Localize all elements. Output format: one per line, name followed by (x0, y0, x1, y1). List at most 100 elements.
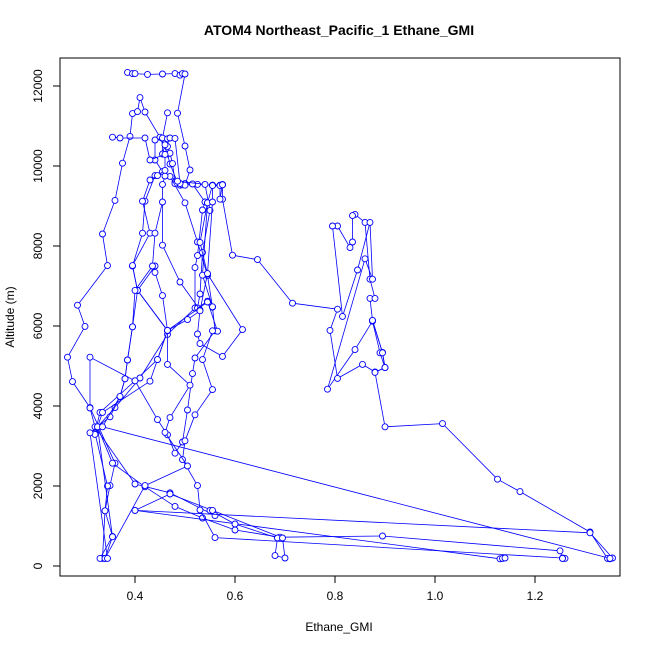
data-point (181, 437, 189, 445)
data-point (131, 506, 139, 514)
data-point (439, 420, 446, 428)
series-line-segment (139, 334, 168, 379)
data-point (129, 323, 136, 331)
series-line-segment (194, 389, 213, 416)
series-line-segment (134, 483, 171, 494)
data-point (559, 554, 566, 562)
data-point (209, 386, 216, 394)
series-line-segment (132, 233, 151, 266)
series-line-segment (214, 537, 563, 559)
data-point (146, 176, 154, 184)
series-line-segment (222, 329, 243, 357)
x-axis-label: Ethane_GMI (305, 620, 372, 634)
series-line-segment (199, 202, 208, 243)
data-point (199, 356, 206, 364)
series-line-segment (199, 509, 216, 538)
series-line-segment (234, 523, 278, 539)
series-line-segment (142, 201, 151, 234)
series-line-segment (154, 201, 163, 234)
y-tick-label: 12000 (31, 69, 45, 103)
series-line-segment (184, 145, 191, 171)
series-line-segment (207, 273, 243, 330)
data-point (229, 251, 236, 259)
series-line-segment (134, 380, 158, 420)
series-line-segment (94, 426, 136, 485)
data-point (169, 160, 176, 168)
series-line-segment (337, 225, 351, 248)
data-point (151, 268, 159, 276)
series-line-segment (292, 302, 338, 310)
data-point (146, 156, 154, 164)
series-line-segment (104, 536, 113, 559)
x-tick-label: 0.6 (227, 589, 244, 603)
data-point (154, 416, 161, 424)
y-tick-label: 4000 (31, 392, 45, 419)
series-line-segment (354, 320, 373, 350)
y-axis-label: Altitude (m) (3, 286, 17, 347)
series-line-segment (177, 113, 186, 147)
data-point (174, 109, 181, 117)
x-tick-label: 1.2 (527, 589, 544, 603)
series-line-segment (89, 407, 116, 464)
data-point (81, 322, 89, 330)
series-line-segment (157, 330, 168, 360)
series-line-segment (202, 210, 211, 253)
series-line-segment (327, 349, 356, 390)
data-point (219, 352, 226, 360)
data-point (186, 381, 194, 389)
series-line-segment (374, 372, 386, 427)
x-tick-label: 0.8 (327, 589, 344, 603)
series-line-segment (197, 485, 201, 511)
data-point (124, 356, 131, 364)
series-line-segment (182, 459, 198, 486)
data-point (351, 346, 359, 354)
series-line-segment (134, 265, 153, 291)
data-point (191, 264, 199, 272)
series-line-segment (179, 281, 201, 311)
data-point (161, 166, 169, 174)
series-line-segment (144, 111, 161, 138)
series-line-segment (109, 396, 121, 417)
series-line-segment (192, 183, 206, 203)
series-line-segment (132, 233, 143, 267)
series-line-segment (257, 259, 293, 304)
data-point (289, 299, 296, 307)
data-point (164, 326, 171, 334)
series-line-segment (199, 343, 223, 357)
data-point (116, 134, 124, 142)
series-line-segment (167, 307, 196, 335)
series-line-segment (169, 493, 213, 511)
series-line-segment (364, 258, 373, 280)
series-line-segment (187, 373, 193, 411)
data-point (121, 375, 129, 383)
data-point (109, 533, 116, 541)
data-point (159, 241, 166, 249)
data-point (151, 229, 159, 237)
series-line-segment (132, 290, 136, 327)
series (101, 166, 194, 562)
data-point (326, 326, 334, 334)
series-line-segment (162, 295, 168, 331)
data-point (201, 180, 209, 188)
series-line-segment (134, 493, 171, 511)
data-point (164, 360, 171, 368)
data-point (159, 180, 166, 188)
series-line-segment (232, 254, 258, 260)
data-point (181, 70, 189, 78)
series-line-segment (442, 423, 498, 480)
series-line-segment (142, 201, 146, 234)
series-line-segment (144, 465, 188, 486)
data-point (86, 429, 94, 437)
data-point (231, 520, 239, 528)
series-line-segment (102, 200, 116, 235)
data-point (104, 554, 111, 562)
data-point (196, 506, 204, 514)
data-point (136, 94, 144, 102)
data-point (171, 502, 179, 510)
data-point (111, 196, 119, 204)
series-line-segment (169, 176, 186, 203)
series-line-segment (152, 233, 156, 267)
y-tick-label: 8000 (31, 232, 45, 259)
data-point (239, 326, 246, 334)
data-point (191, 411, 199, 419)
